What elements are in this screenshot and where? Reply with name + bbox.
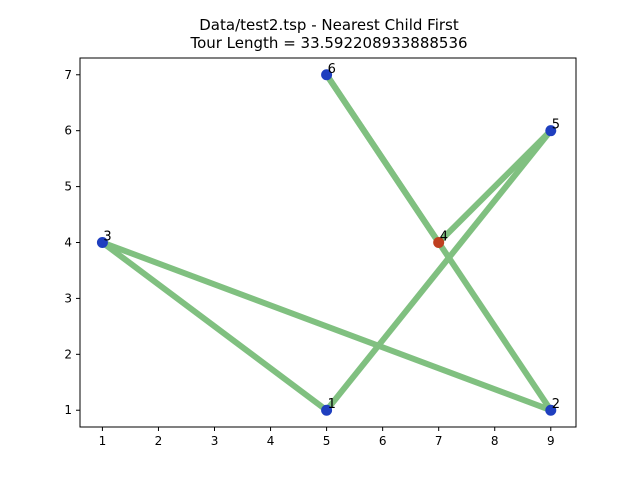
y-tick-label-7: 7 bbox=[64, 68, 72, 82]
point-5 bbox=[545, 125, 557, 137]
y-tick-label-1: 1 bbox=[64, 403, 72, 417]
y-tick-label-4: 4 bbox=[64, 236, 72, 250]
point-6 bbox=[321, 69, 333, 81]
point-3 bbox=[96, 237, 108, 248]
axes-frame bbox=[79, 57, 577, 428]
point-2 bbox=[545, 404, 557, 416]
x-tick-label-9: 9 bbox=[547, 434, 555, 448]
chart-title-line-1: Data/test2.tsp - Nearest Child First bbox=[199, 16, 459, 34]
point-label-6: 6 bbox=[328, 62, 336, 77]
tour-edge-3-1 bbox=[100, 240, 329, 413]
point-label-2: 2 bbox=[552, 397, 560, 412]
x-tick-label-4: 4 bbox=[267, 434, 275, 448]
y-tick-label-6: 6 bbox=[64, 124, 72, 138]
point-label-4: 4 bbox=[440, 230, 448, 245]
y-tick-label-3: 3 bbox=[64, 291, 72, 305]
point-1 bbox=[321, 404, 333, 416]
x-tick-label-7: 7 bbox=[435, 434, 443, 448]
x-tick-label-2: 2 bbox=[155, 434, 163, 448]
point-label-1: 1 bbox=[328, 397, 336, 412]
y-tick-label-2: 2 bbox=[64, 347, 72, 361]
point-label-3: 3 bbox=[103, 230, 111, 245]
x-tick-label-8: 8 bbox=[491, 434, 499, 448]
tour-edge-2-3 bbox=[101, 239, 552, 414]
point-4 bbox=[433, 237, 445, 248]
y-tick-label-5: 5 bbox=[64, 180, 72, 194]
chart-title-line-2: Tour Length = 33.592208933888536 bbox=[190, 34, 468, 52]
x-tick-label-3: 3 bbox=[211, 434, 219, 448]
x-tick-label-5: 5 bbox=[323, 434, 331, 448]
point-label-5: 5 bbox=[552, 118, 560, 133]
x-tick-label-6: 6 bbox=[379, 434, 387, 448]
x-tick-label-1: 1 bbox=[99, 434, 107, 448]
tour-edge-1-5 bbox=[324, 128, 554, 413]
tour-edge-5-4 bbox=[436, 128, 553, 245]
